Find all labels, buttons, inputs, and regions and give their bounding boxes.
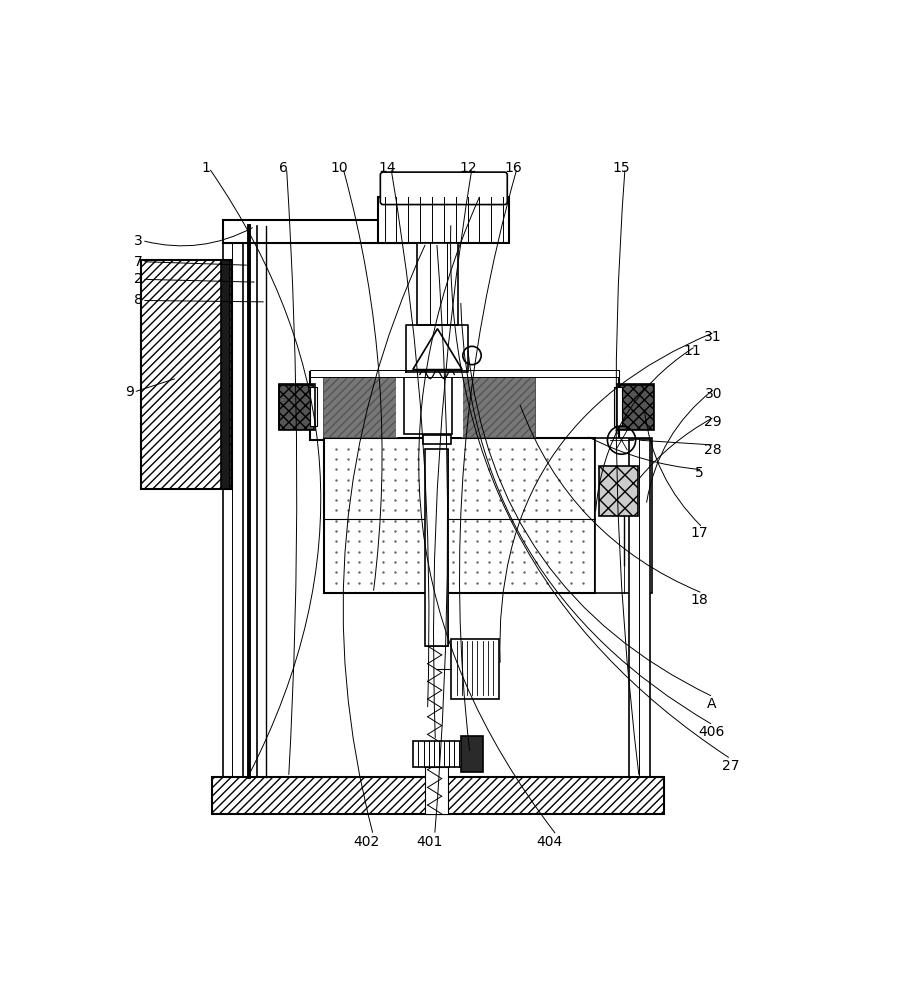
Bar [452,376,463,437]
Text: 18: 18 [690,593,708,607]
Text: 6: 6 [278,161,288,175]
Text: 16: 16 [505,161,522,175]
Bar [417,243,458,325]
Bar [617,384,654,430]
Bar [322,376,397,437]
Bar [223,238,243,777]
Bar [279,385,313,429]
Text: 31: 31 [704,330,722,344]
Text: 29: 29 [704,415,722,429]
Text: 30: 30 [704,387,722,401]
Bar [279,384,315,430]
Text: 17: 17 [691,526,708,540]
Bar [422,435,450,444]
Text: 28: 28 [704,443,722,457]
Bar [426,449,448,646]
Bar [324,438,595,593]
Bar [140,260,232,489]
Text: 401: 401 [417,835,443,849]
Bar [309,370,619,377]
Bar [450,639,499,699]
Bar [619,385,652,429]
Bar [614,387,622,426]
Text: 406: 406 [699,725,725,739]
Text: 402: 402 [353,835,379,849]
Bar [379,197,509,243]
Text: 2: 2 [134,272,143,286]
FancyBboxPatch shape [380,172,507,205]
Text: 8: 8 [134,293,143,307]
Text: 5: 5 [694,466,703,480]
Bar [396,376,407,437]
Bar [309,387,317,426]
Bar [404,377,452,434]
Text: 3: 3 [134,234,143,248]
Text: 404: 404 [537,835,562,849]
Bar [599,466,638,516]
Text: 9: 9 [125,385,134,399]
Text: 27: 27 [723,759,740,773]
Bar [595,438,652,593]
Text: 10: 10 [330,161,349,175]
Bar [322,376,397,437]
Bar [279,385,313,429]
Bar [221,260,230,489]
Bar [309,372,619,440]
Text: 1: 1 [201,161,210,175]
Text: 14: 14 [379,161,396,175]
Bar [213,777,664,814]
Bar [413,741,463,767]
Text: 11: 11 [683,344,701,358]
Bar [426,767,448,814]
Bar [460,376,535,437]
Text: 12: 12 [460,161,478,175]
Text: 7: 7 [134,255,143,269]
Bar [426,449,448,646]
Bar [460,376,535,437]
Bar [223,220,407,243]
Text: A: A [707,697,716,711]
Bar [629,439,650,777]
Bar [461,736,482,772]
Bar [619,385,652,429]
Text: 15: 15 [612,161,631,175]
